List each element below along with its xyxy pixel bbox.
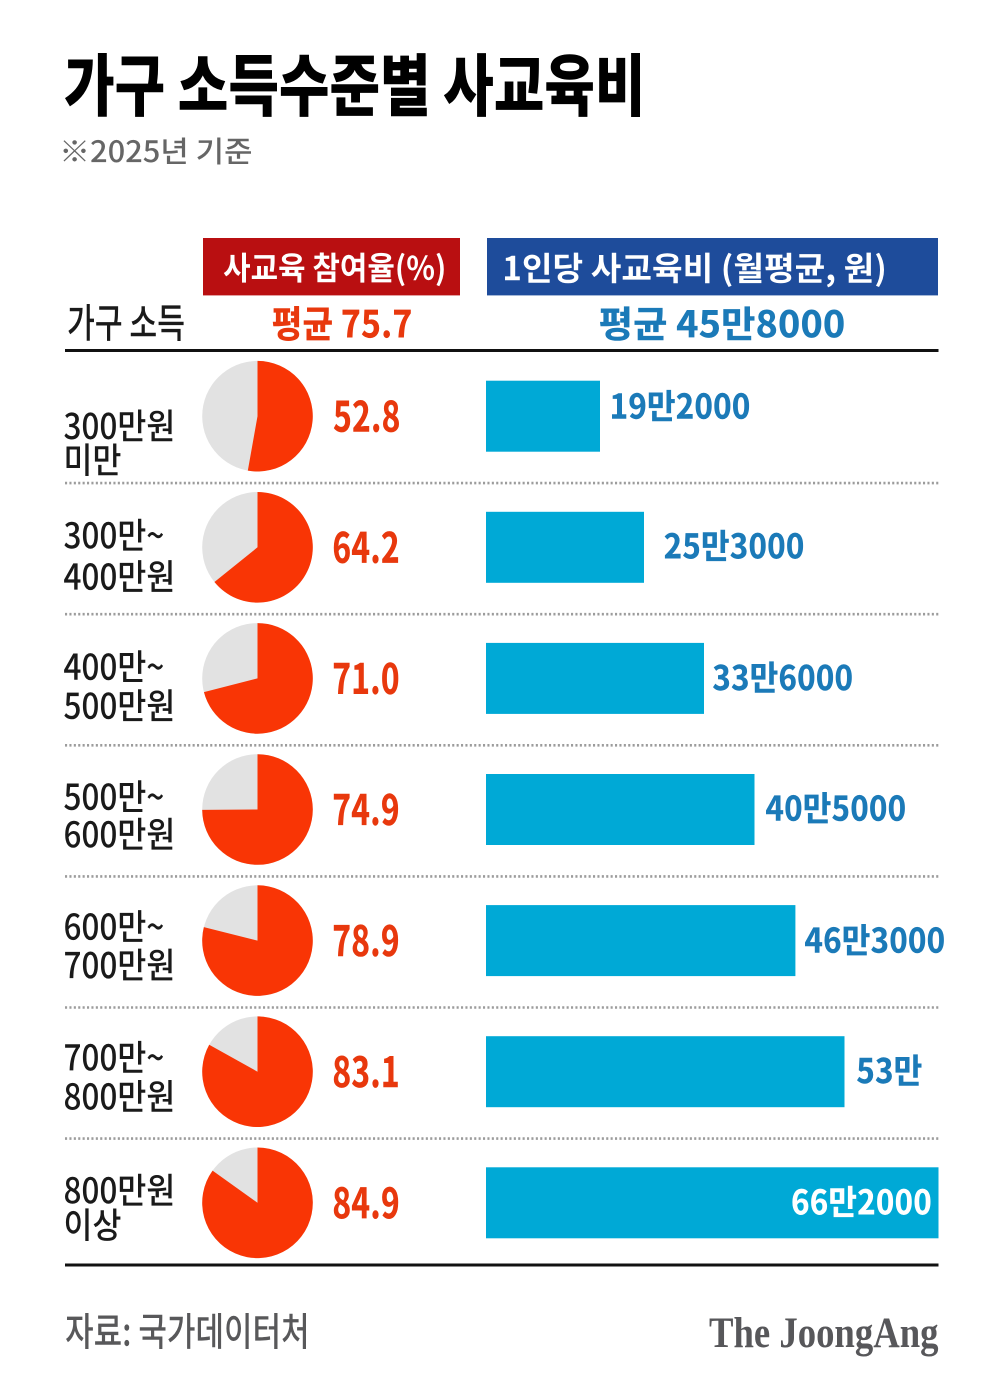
svg-text:The JoongAng: The JoongAng bbox=[709, 1310, 939, 1357]
